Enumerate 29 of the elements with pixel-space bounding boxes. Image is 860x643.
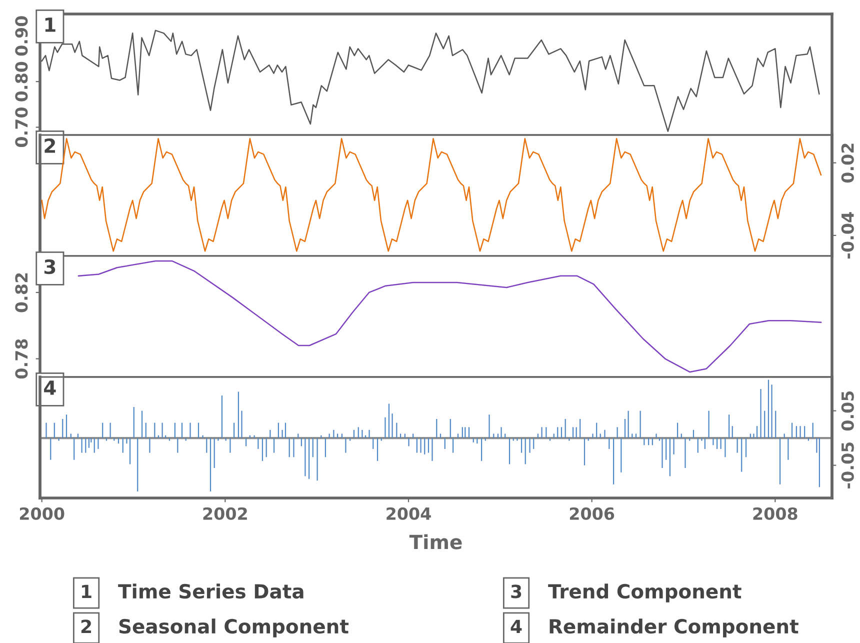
y2-tick-label: 0.02 bbox=[841, 144, 854, 183]
chart-title: 4 bbox=[44, 380, 56, 395]
line-series bbox=[41, 138, 822, 252]
chart-title: 1 bbox=[82, 584, 92, 598]
x-axis-title: Time bbox=[409, 534, 462, 550]
chart-title: 3 bbox=[511, 584, 522, 598]
x-tick-label: 2006 bbox=[570, 507, 614, 520]
y-tick-label: 0.78 bbox=[15, 339, 28, 379]
x-tick-label: 2004 bbox=[386, 507, 431, 520]
y-tick-label: 0.70 bbox=[15, 107, 28, 147]
y-tick-label: 0.82 bbox=[15, 273, 28, 312]
text: Seasonal Component bbox=[119, 618, 349, 638]
chart-title: 1 bbox=[45, 18, 56, 32]
chart-title: 4 bbox=[510, 620, 522, 633]
text: Remainder Component bbox=[550, 618, 798, 638]
y2-tick-label: -0.04 bbox=[841, 212, 854, 259]
y-tick-label: 0.90 bbox=[15, 16, 28, 56]
x-tick-label: 2002 bbox=[203, 507, 247, 520]
text: Trend Component bbox=[548, 584, 742, 602]
x-tick-label: 2000 bbox=[20, 507, 64, 520]
text: Time Series Data bbox=[118, 584, 304, 599]
y2-tick-label: 0.05 bbox=[841, 391, 854, 431]
x-tick-label: 2008 bbox=[753, 507, 798, 520]
chart-title: 2 bbox=[44, 138, 56, 153]
line-series bbox=[78, 260, 822, 373]
y-tick-label: 0.80 bbox=[15, 62, 28, 102]
y2-tick-label: -0.05 bbox=[841, 442, 854, 488]
chart-title: 3 bbox=[44, 259, 56, 274]
chart-title: 2 bbox=[81, 620, 91, 633]
